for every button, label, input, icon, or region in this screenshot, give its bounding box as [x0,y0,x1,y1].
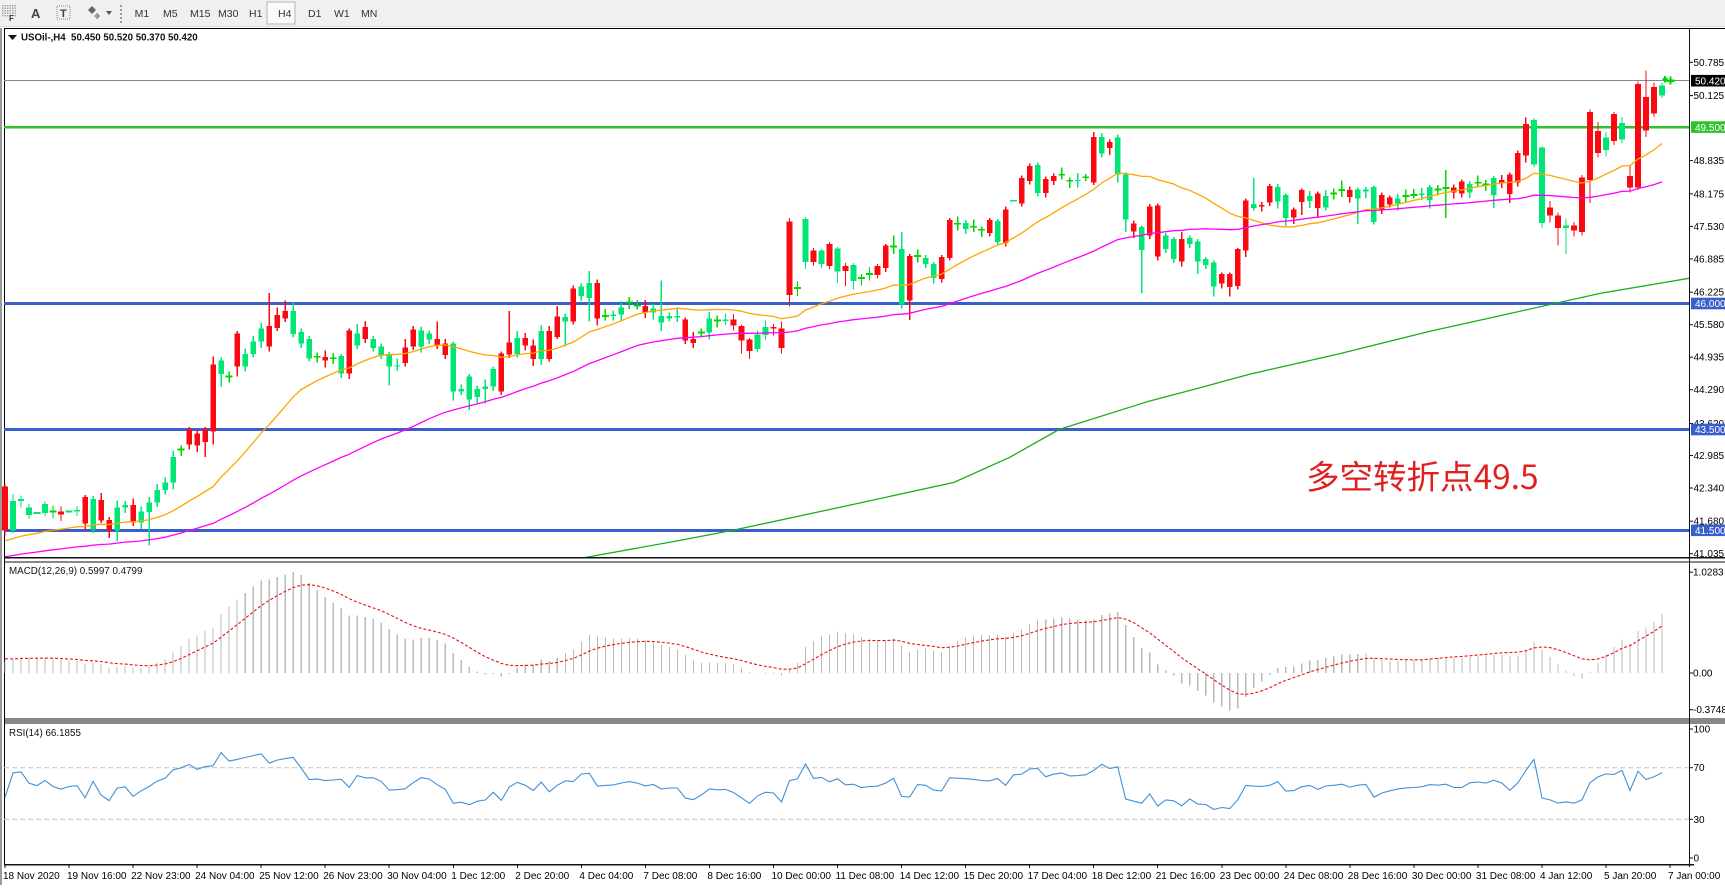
svg-text:46.000: 46.000 [1695,299,1725,310]
svg-text:RSI(14) 66.1855: RSI(14) 66.1855 [9,728,81,739]
svg-text:4 Dec 04:00: 4 Dec 04:00 [579,871,633,882]
svg-text:30: 30 [1694,815,1706,826]
svg-text:48.175: 48.175 [1694,189,1725,200]
svg-text:11 Dec 08:00: 11 Dec 08:00 [836,871,895,882]
svg-text:41.035: 41.035 [1694,549,1725,560]
svg-text:24 Nov 04:00: 24 Nov 04:00 [195,871,255,882]
svg-text:30 Nov 04:00: 30 Nov 04:00 [387,871,447,882]
svg-text:100: 100 [1694,725,1711,736]
svg-text:W1: W1 [334,8,350,20]
svg-text:7 Jan 00:00: 7 Jan 00:00 [1668,871,1721,882]
svg-text:14 Dec 12:00: 14 Dec 12:00 [900,871,960,882]
svg-text:M5: M5 [163,8,178,20]
svg-text:50.785: 50.785 [1694,58,1725,69]
svg-text:44.290: 44.290 [1694,385,1725,396]
svg-text:8 Dec 16:00: 8 Dec 16:00 [707,871,761,882]
svg-text:4 Jan 12:00: 4 Jan 12:00 [1540,871,1593,882]
svg-text:0.00: 0.00 [1693,669,1713,680]
svg-text:41.500: 41.500 [1695,526,1725,537]
svg-text:44.935: 44.935 [1694,353,1725,364]
svg-text:A: A [31,6,41,21]
svg-text:47.530: 47.530 [1694,222,1725,233]
svg-text:30 Dec 00:00: 30 Dec 00:00 [1412,871,1472,882]
svg-text:MACD(12,26,9) 0.5997 0.4799: MACD(12,26,9) 0.5997 0.4799 [9,566,142,577]
svg-text:18 Dec 12:00: 18 Dec 12:00 [1092,871,1152,882]
svg-text:70: 70 [1694,763,1706,774]
svg-text:7 Dec 08:00: 7 Dec 08:00 [643,871,697,882]
svg-text:18 Nov 2020: 18 Nov 2020 [3,871,60,882]
svg-text:19 Nov 16:00: 19 Nov 16:00 [67,871,127,882]
svg-text:46.225: 46.225 [1694,288,1725,299]
svg-text:23 Dec 00:00: 23 Dec 00:00 [1220,871,1280,882]
svg-text:22 Nov 23:00: 22 Nov 23:00 [131,871,191,882]
svg-text:H4: H4 [278,8,292,20]
svg-text:24 Dec 08:00: 24 Dec 08:00 [1284,871,1344,882]
svg-text:49.500: 49.500 [1695,123,1725,134]
svg-text:1.0283: 1.0283 [1693,568,1724,579]
svg-text:10 Dec 00:00: 10 Dec 00:00 [772,871,832,882]
svg-text:48.835: 48.835 [1694,156,1725,167]
svg-text:43.500: 43.500 [1695,425,1725,436]
svg-text:41.680: 41.680 [1694,517,1725,528]
svg-text:5 Jan 20:00: 5 Jan 20:00 [1604,871,1657,882]
svg-text:42.985: 42.985 [1694,451,1725,462]
svg-text:D1: D1 [308,8,322,20]
svg-text:46.885: 46.885 [1694,254,1725,265]
svg-text:MN: MN [361,8,377,20]
svg-text:M1: M1 [135,8,150,20]
svg-text:2 Dec 20:00: 2 Dec 20:00 [515,871,569,882]
svg-text:1 Dec 12:00: 1 Dec 12:00 [451,871,505,882]
svg-text:15 Dec 20:00: 15 Dec 20:00 [964,871,1024,882]
svg-text:31 Dec 08:00: 31 Dec 08:00 [1476,871,1536,882]
svg-text:21 Dec 16:00: 21 Dec 16:00 [1156,871,1216,882]
svg-text:25 Nov 12:00: 25 Nov 12:00 [259,871,319,882]
svg-text:17 Dec 04:00: 17 Dec 04:00 [1028,871,1088,882]
svg-text:T: T [60,8,67,20]
svg-text:F: F [9,14,14,23]
svg-text:USOil-,H4 50.450 50.520 50.37: USOil-,H4 50.450 50.520 50.370 50.420 [21,33,198,44]
svg-text:M30: M30 [218,8,239,20]
svg-text:M15: M15 [190,8,211,20]
svg-text:42.340: 42.340 [1694,484,1725,495]
svg-text:-0.3748: -0.3748 [1693,705,1725,716]
svg-text:28 Dec 16:00: 28 Dec 16:00 [1348,871,1408,882]
svg-text:50.420: 50.420 [1695,76,1725,87]
svg-text:H1: H1 [249,8,263,20]
svg-text:50.125: 50.125 [1694,91,1725,102]
svg-text:0: 0 [1694,854,1700,865]
svg-text:26 Nov 23:00: 26 Nov 23:00 [323,871,383,882]
svg-text:45.580: 45.580 [1694,320,1725,331]
